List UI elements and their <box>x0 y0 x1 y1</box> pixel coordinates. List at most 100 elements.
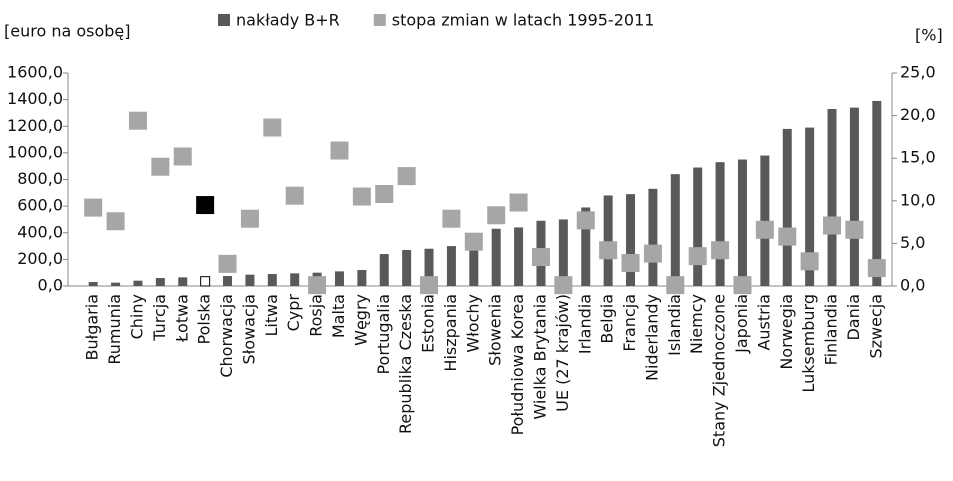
bar <box>133 280 143 286</box>
x-tick-label: Irlandia <box>575 294 594 354</box>
x-tick-label: Stany Zjednoczone <box>710 294 729 447</box>
marker <box>621 253 640 272</box>
bar <box>603 195 613 286</box>
x-tick-label: Cypr <box>284 294 303 332</box>
bar <box>670 174 680 286</box>
x-tick-label: Finlandia <box>822 294 841 365</box>
y2-tick-label: 25,0 <box>900 63 936 82</box>
x-tick-label: Turcja <box>150 294 169 342</box>
bar <box>626 194 636 286</box>
marker <box>84 198 103 217</box>
marker <box>755 220 774 239</box>
bar <box>200 276 211 287</box>
x-tick-label: Rosja <box>307 294 326 337</box>
marker <box>352 187 371 206</box>
bar <box>334 271 344 286</box>
x-tick-label: Malta <box>329 294 348 338</box>
marker <box>442 209 461 228</box>
bar <box>558 219 568 286</box>
y2-tick-label: 5,0 <box>900 233 925 252</box>
marker <box>218 254 237 273</box>
marker <box>464 232 483 251</box>
x-tick-label: Chorwacja <box>217 294 236 378</box>
legend-swatch <box>373 14 386 26</box>
bar <box>111 282 121 286</box>
marker <box>308 276 327 295</box>
marker <box>420 276 439 295</box>
bar <box>827 108 837 286</box>
marker <box>554 276 573 295</box>
marker <box>599 241 618 260</box>
x-tick-label: UE (27 krajów) <box>553 294 572 412</box>
y-tick-label: 800,0 <box>17 169 63 188</box>
bar <box>178 277 188 286</box>
marker <box>800 252 819 271</box>
bar <box>805 127 815 286</box>
marker <box>263 118 282 137</box>
marker <box>733 276 752 295</box>
marker <box>240 209 259 228</box>
x-tick-label: Szwecja <box>866 294 885 359</box>
x-tick-label: Włochy <box>463 294 482 353</box>
x-tick-label: Luksemburg <box>799 294 818 393</box>
marker <box>778 227 797 246</box>
x-tick-label: Chiny <box>127 294 146 339</box>
marker <box>509 193 528 212</box>
x-tick-label: Niderlandy <box>642 294 661 381</box>
marker <box>688 247 707 266</box>
y2-tick-label: 20,0 <box>900 105 936 124</box>
x-tick-label: Republika Czeska <box>396 294 415 434</box>
x-tick-label: Południowa Korea <box>508 294 527 435</box>
y-tick-label: 1600,0 <box>7 63 63 82</box>
x-tick-label: Wielka Brytania <box>530 294 549 420</box>
bar <box>849 107 859 286</box>
x-tick-label: Słowenia <box>486 294 505 366</box>
marker <box>845 220 864 239</box>
marker <box>531 248 550 267</box>
bar <box>379 254 389 286</box>
x-tick-label: Austria <box>754 294 773 351</box>
bar <box>424 248 434 286</box>
marker <box>128 111 147 130</box>
y-tick-label: 1000,0 <box>7 142 63 161</box>
bar <box>514 227 524 286</box>
bar <box>693 167 703 286</box>
x-tick-label: Łotwa <box>172 294 191 343</box>
bar <box>715 162 725 286</box>
x-tick-label: Rumunia <box>105 294 124 365</box>
bar <box>581 207 591 286</box>
bar <box>446 246 456 286</box>
marker <box>867 259 886 278</box>
y-tick-label: 1400,0 <box>7 89 63 108</box>
bar <box>648 188 658 286</box>
x-tick-label: Dania <box>844 294 863 341</box>
y2-tick-label: 0,0 <box>900 276 925 295</box>
marker <box>330 141 349 160</box>
bar <box>155 278 165 286</box>
x-tick-label: Norwegia <box>777 294 796 370</box>
marker <box>151 157 170 176</box>
marker <box>666 276 685 295</box>
y2-axis-label: [%] <box>915 26 943 45</box>
marker <box>487 206 506 225</box>
marker <box>576 211 595 230</box>
marker <box>106 212 125 231</box>
x-tick-label: Hiszpania <box>441 294 460 372</box>
x-tick-label: Słowacja <box>239 294 258 364</box>
x-tick-label: Francja <box>620 294 639 352</box>
bar <box>88 282 98 286</box>
marker <box>173 147 192 166</box>
y2-tick-label: 15,0 <box>900 148 936 167</box>
bar <box>491 228 501 286</box>
y-tick-label: 200,0 <box>17 249 63 268</box>
marker <box>643 244 662 263</box>
y-tick-label: 0,0 <box>38 276 63 295</box>
x-tick-label: Islandia <box>665 294 684 356</box>
y2-tick-label: 10,0 <box>900 190 936 209</box>
marker <box>375 184 394 203</box>
marker <box>285 186 304 205</box>
bar <box>402 250 412 286</box>
bar <box>245 274 255 286</box>
y-tick-label: 1200,0 <box>7 116 63 135</box>
